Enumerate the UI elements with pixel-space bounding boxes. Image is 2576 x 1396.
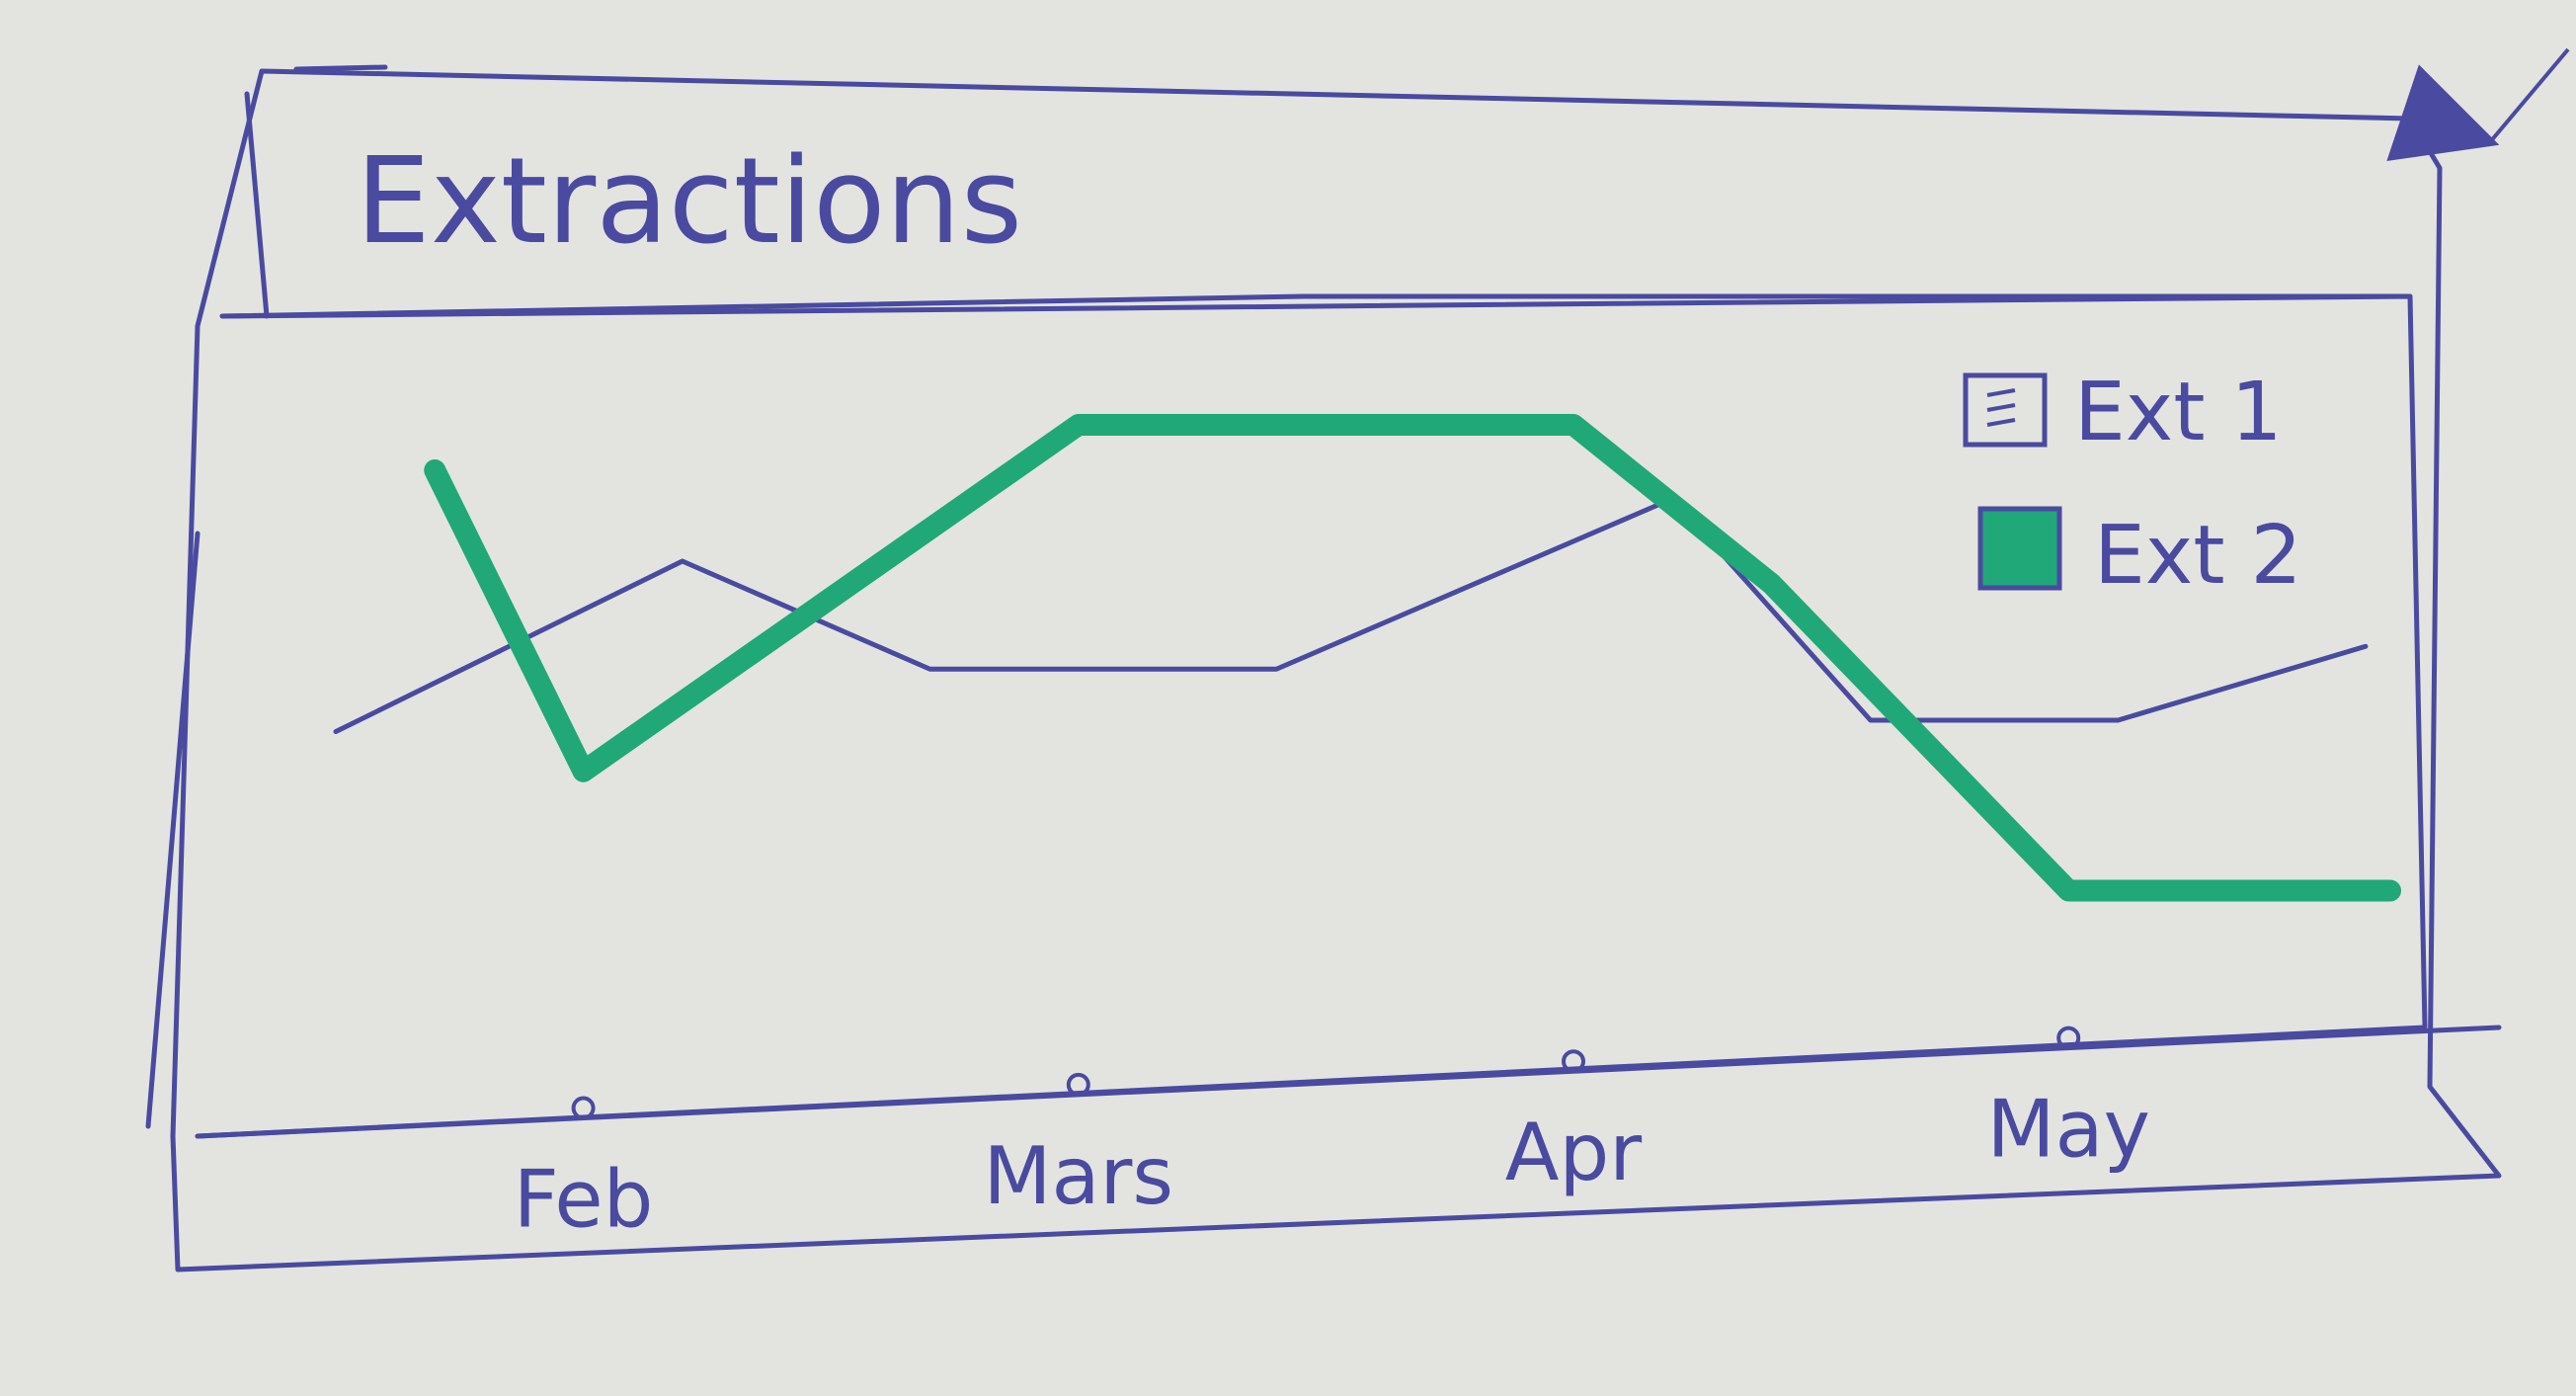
series-layer [336,425,2390,891]
series-2 [435,425,2390,891]
x-tick-label-mars: Mars [983,1130,1173,1222]
resize-handle-tail [2489,49,2568,143]
legend: Ext 1 Ext 2 [1966,366,2302,603]
legend-swatch-ext1-hatch [1987,390,2015,425]
x-tick-label-feb: Feb [514,1154,654,1246]
x-tick-label-may: May [1987,1084,2150,1176]
legend-swatch-ext1 [1966,375,2045,445]
chart-title: Extractions [356,133,1022,271]
x-axis-line [198,1027,2499,1136]
legend-swatch-ext2 [1980,509,2059,588]
tick-layer: Feb Mars Apr May [514,1028,2150,1246]
series-line-2 [435,425,2390,891]
legend-label-ext1: Ext 1 [2074,366,2283,459]
resize-handle-icon[interactable] [2390,69,2494,158]
window-frame-stroke [148,67,385,1126]
legend-label-ext2: Ext 2 [2094,509,2302,603]
x-tick-label-apr: Apr [1505,1107,1643,1198]
